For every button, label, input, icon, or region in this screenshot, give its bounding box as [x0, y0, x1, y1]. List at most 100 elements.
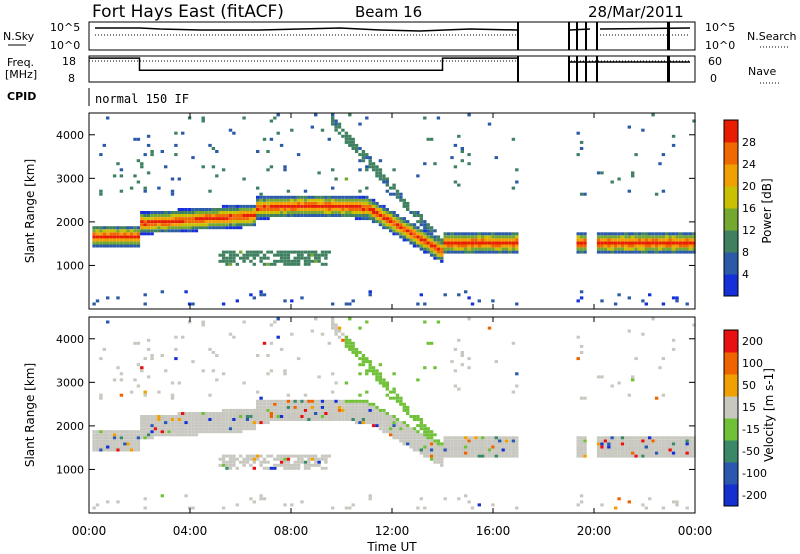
power-cell [429, 250, 434, 254]
velocity-cell [603, 442, 608, 446]
velocity-cell [498, 454, 502, 458]
velocity-cell [303, 454, 308, 458]
velocity-cell [382, 421, 386, 425]
power-cell [256, 214, 260, 217]
velocity-cell [610, 451, 614, 455]
power-cell [201, 223, 205, 227]
velocity-cell [239, 430, 243, 434]
velocity-cell [637, 445, 642, 449]
power-cell [303, 195, 308, 199]
x-tick-label: 00:00 [678, 524, 713, 538]
velocity-cell [290, 415, 294, 418]
power-cell [269, 262, 274, 266]
power-cell [249, 204, 253, 208]
velocity-cell [208, 421, 212, 425]
power-cell [215, 174, 219, 178]
power-cell [358, 147, 362, 150]
velocity-cell [600, 503, 604, 507]
velocity-cell [317, 460, 321, 464]
velocity-cell [303, 463, 308, 467]
power-cell [426, 241, 430, 245]
power-cell [661, 302, 666, 306]
velocity-cell [361, 408, 366, 412]
power-cell [307, 262, 311, 266]
velocity-cell [140, 421, 144, 425]
power-cell [446, 235, 451, 239]
velocity-cell [648, 445, 652, 449]
power-cell [671, 247, 676, 251]
velocity-cell [457, 448, 461, 452]
velocity-cell [375, 421, 379, 425]
velocity-cell [201, 430, 205, 434]
velocity-cell [409, 415, 413, 418]
power-cell [392, 214, 396, 217]
power-cell [150, 229, 154, 233]
power-cell [331, 195, 335, 199]
power-cell [191, 217, 195, 221]
velocity-cell [409, 436, 413, 440]
velocity-cell [167, 418, 171, 421]
power-cell [283, 208, 287, 211]
power-cell [382, 204, 386, 208]
velocity-cell [116, 366, 120, 370]
velocity-cell [266, 405, 270, 409]
velocity-cell [382, 378, 386, 382]
velocity-cell [375, 378, 379, 382]
velocity-cell [221, 415, 226, 418]
power-cell [245, 256, 250, 260]
velocity-cell [426, 430, 430, 434]
power-cell [354, 211, 359, 214]
power-cell [624, 238, 628, 242]
velocity-cell [303, 460, 308, 464]
power-cell [194, 208, 199, 211]
velocity-cell [658, 439, 662, 443]
power-cell [481, 241, 485, 245]
velocity-cell [245, 421, 250, 425]
velocity-cell [146, 338, 151, 342]
power-cell [235, 214, 239, 217]
power-cell [515, 235, 519, 239]
velocity-cell [378, 418, 383, 421]
velocity-cell [385, 424, 389, 428]
power-cell [464, 241, 468, 245]
power-cell [375, 201, 379, 205]
power-cell [596, 241, 601, 245]
velocity-cell [358, 412, 362, 415]
velocity-cell [181, 433, 185, 437]
power-cell [286, 204, 291, 208]
noise-panel-frame [88, 21, 696, 51]
power-cell [273, 259, 277, 263]
power-cell [416, 226, 420, 230]
power-cell [119, 168, 124, 172]
power-cell [579, 235, 584, 239]
power-cell [95, 226, 100, 230]
power-cell [419, 244, 423, 248]
power-cell [508, 235, 512, 239]
power-cell [232, 253, 236, 257]
velocity-cell [242, 424, 246, 428]
power-cell [174, 143, 178, 147]
power-cell [358, 122, 362, 126]
power-cell [368, 165, 372, 169]
power-cell [269, 165, 274, 169]
power-cell [215, 223, 219, 227]
velocity-cell [259, 418, 263, 421]
power-cell [470, 238, 475, 242]
velocity-cell [348, 418, 352, 421]
velocity-cell [354, 418, 359, 421]
power-cell [208, 223, 212, 227]
velocity-cell [453, 454, 458, 458]
power-cell [143, 229, 147, 233]
velocity-cell [446, 451, 451, 455]
power-cell [331, 198, 335, 202]
power-cell [160, 223, 164, 227]
power-cell [412, 214, 417, 217]
power-cell [249, 253, 253, 257]
power-cell [320, 214, 325, 217]
power-cell [320, 208, 325, 211]
velocity-cell [208, 347, 212, 351]
velocity-cell [324, 460, 328, 464]
power-cell [641, 244, 645, 248]
velocity-cell [392, 418, 396, 421]
